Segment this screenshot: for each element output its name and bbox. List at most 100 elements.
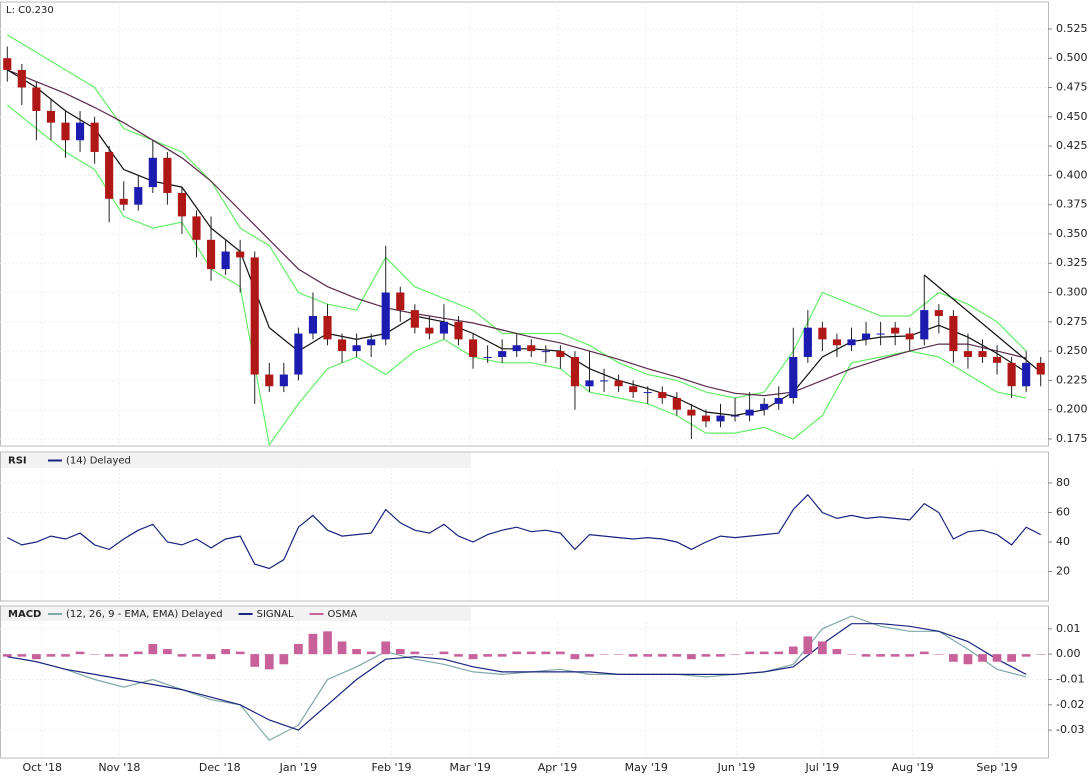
osma-bar bbox=[876, 654, 885, 657]
osma-bar bbox=[32, 654, 41, 660]
y-tick-label: 0.425 bbox=[1056, 139, 1088, 152]
osma-bar bbox=[250, 654, 260, 667]
candle-body bbox=[90, 122, 99, 152]
candle-body bbox=[46, 110, 56, 123]
candle-body bbox=[920, 310, 929, 340]
osma-bar bbox=[716, 654, 725, 657]
candle-body bbox=[17, 69, 26, 88]
x-tick-label: Mar '19 bbox=[450, 761, 491, 774]
osma-bar bbox=[949, 654, 958, 662]
candle-body bbox=[3, 58, 12, 70]
candle-body bbox=[832, 339, 842, 346]
osma-bar bbox=[1036, 654, 1046, 655]
candle-body bbox=[352, 345, 361, 352]
osma-bar bbox=[454, 654, 463, 657]
candle-body bbox=[585, 380, 594, 387]
legend-label: OSMA bbox=[328, 609, 358, 620]
candle-body bbox=[876, 333, 885, 335]
candle-body bbox=[701, 415, 711, 422]
legend-label: (12, 26, 9 - EMA, EMA) Delayed bbox=[66, 609, 223, 620]
candle-body bbox=[570, 356, 580, 387]
candle-body bbox=[163, 157, 172, 193]
candle-body bbox=[367, 339, 376, 346]
osma-bar bbox=[221, 649, 230, 655]
legend-label: SIGNAL bbox=[257, 609, 294, 620]
last-price-label: L: C0.230 bbox=[6, 5, 54, 16]
candle-body bbox=[599, 380, 609, 382]
osma-bar bbox=[512, 651, 522, 655]
y-tick-label: 0.375 bbox=[1056, 198, 1088, 211]
osma-bar bbox=[657, 654, 667, 657]
candle-body bbox=[279, 374, 288, 387]
osma-bar bbox=[483, 654, 492, 657]
osma-bar bbox=[803, 636, 813, 655]
osma-bar bbox=[614, 654, 623, 655]
osma-bar bbox=[468, 654, 478, 660]
candle-body bbox=[308, 315, 318, 334]
osma-bar bbox=[395, 649, 405, 655]
osma-bar bbox=[745, 651, 754, 655]
osma-bar bbox=[788, 646, 798, 655]
candle-body bbox=[61, 122, 70, 141]
candle-body bbox=[250, 257, 259, 375]
candle-body bbox=[221, 251, 230, 270]
candle-body bbox=[934, 310, 943, 316]
osma-bar bbox=[352, 649, 361, 655]
osma-bar bbox=[672, 654, 682, 657]
candle-body bbox=[134, 187, 143, 205]
y-tick-label: 0.200 bbox=[1056, 403, 1088, 416]
candle-body bbox=[978, 351, 987, 357]
osma-bar bbox=[832, 649, 842, 655]
y-tick-label: 0.350 bbox=[1056, 227, 1088, 240]
y-tick-label: 80 bbox=[1056, 476, 1070, 489]
y-tick-label: 0.01 bbox=[1056, 622, 1081, 635]
osma-bar bbox=[774, 651, 784, 655]
osma-bar bbox=[148, 644, 158, 655]
panel-frame bbox=[0, 451, 1049, 602]
candle-body bbox=[265, 374, 274, 387]
osma-bar bbox=[1007, 654, 1016, 662]
osma-bar bbox=[1021, 654, 1031, 657]
osma-bar bbox=[919, 651, 929, 655]
candle-body bbox=[992, 356, 1002, 363]
osma-bar bbox=[90, 654, 99, 655]
y-tick-label: -0.01 bbox=[1056, 672, 1084, 685]
y-tick-label: 0.500 bbox=[1056, 51, 1088, 64]
candle-body bbox=[847, 339, 856, 346]
y-tick-label: 0.175 bbox=[1056, 432, 1088, 445]
osma-bar bbox=[410, 651, 420, 655]
osma-bar bbox=[308, 633, 318, 655]
candle-body bbox=[498, 351, 507, 357]
candle-body bbox=[396, 292, 405, 311]
panel-frame bbox=[0, 1, 1049, 447]
osma-bar bbox=[381, 641, 391, 655]
candle-body bbox=[75, 122, 85, 141]
osma-bar bbox=[133, 651, 143, 655]
x-tick-label: Apr '19 bbox=[538, 761, 578, 774]
osma-bar bbox=[61, 654, 70, 657]
candle-body bbox=[658, 392, 667, 398]
candle-body bbox=[745, 409, 754, 416]
osma-bar bbox=[264, 654, 274, 670]
candle-body bbox=[177, 192, 187, 217]
candle-body bbox=[1022, 362, 1031, 387]
candle-body bbox=[629, 386, 638, 393]
osma-bar bbox=[2, 654, 12, 657]
osma-bar bbox=[206, 654, 216, 660]
osma-bar bbox=[497, 654, 507, 657]
panel-frame bbox=[0, 605, 1049, 759]
y-tick-label: 0.300 bbox=[1056, 286, 1088, 299]
panel-title: RSI bbox=[8, 456, 27, 467]
osma-bar bbox=[759, 651, 769, 655]
osma-bar bbox=[294, 644, 303, 655]
osma-bar bbox=[628, 654, 638, 657]
y-tick-label: 0.250 bbox=[1056, 344, 1088, 357]
candle-body bbox=[687, 409, 696, 416]
candle-body bbox=[803, 327, 812, 357]
candle-body bbox=[672, 397, 681, 410]
osma-bar bbox=[643, 654, 653, 657]
candle-body bbox=[468, 339, 478, 357]
osma-bar bbox=[701, 654, 711, 657]
osma-bar bbox=[978, 654, 987, 662]
